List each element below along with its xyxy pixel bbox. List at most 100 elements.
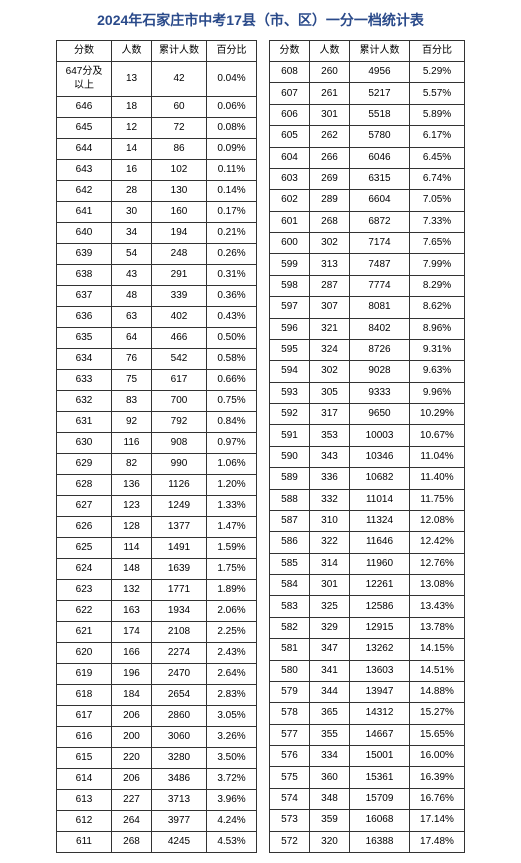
cell: 604	[270, 147, 310, 168]
cell: 7174	[350, 233, 410, 254]
cell: 576	[270, 746, 310, 767]
table-row: 632837000.75%	[57, 391, 257, 412]
cell: 607	[270, 83, 310, 104]
cell: 645	[57, 118, 112, 139]
cell: 15001	[350, 746, 410, 767]
cell: 200	[112, 727, 152, 748]
cell: 13.78%	[410, 617, 465, 638]
table-row: 61720628603.05%	[57, 706, 257, 727]
cell: 1639	[152, 559, 207, 580]
table-row: 60126868727.33%	[270, 211, 465, 232]
cell: 14.15%	[410, 639, 465, 660]
cell: 163	[112, 601, 152, 622]
table-row: 59330593339.96%	[270, 382, 465, 403]
cell: 2274	[152, 643, 207, 664]
table-row: 634765420.58%	[57, 349, 257, 370]
table-row: 59931374877.99%	[270, 254, 465, 275]
cell: 572	[270, 831, 310, 853]
cell: 9.96%	[410, 382, 465, 403]
cell: 12	[112, 118, 152, 139]
cell: 289	[310, 190, 350, 211]
cell: 594	[270, 361, 310, 382]
cell: 0.26%	[207, 244, 257, 265]
cell: 7.33%	[410, 211, 465, 232]
cell: 6.17%	[410, 126, 465, 147]
cell: 577	[270, 724, 310, 745]
cell: 116	[112, 433, 152, 454]
cell: 638	[57, 265, 112, 286]
cell: 0.17%	[207, 202, 257, 223]
cell: 16068	[350, 810, 410, 831]
cell: 908	[152, 433, 207, 454]
cell: 598	[270, 275, 310, 296]
table-row: 59730780818.62%	[270, 297, 465, 318]
cell: 136	[112, 475, 152, 496]
cell: 10.29%	[410, 404, 465, 425]
table-row: 59532487269.31%	[270, 339, 465, 360]
cell: 310	[310, 510, 350, 531]
cell: 606	[270, 104, 310, 125]
cell: 10682	[350, 468, 410, 489]
cell: 0.09%	[207, 139, 257, 160]
table-row: 60526257806.17%	[270, 126, 465, 147]
cell: 3713	[152, 790, 207, 811]
table-row: 62612813771.47%	[57, 517, 257, 538]
table-row: 60228966047.05%	[270, 190, 465, 211]
cell: 574	[270, 788, 310, 809]
table-row: 61620030603.26%	[57, 727, 257, 748]
cell: 0.75%	[207, 391, 257, 412]
cell: 17.48%	[410, 831, 465, 853]
cell: 466	[152, 328, 207, 349]
cell: 4.24%	[207, 811, 257, 832]
cell: 8402	[350, 318, 410, 339]
cell: 601	[270, 211, 310, 232]
cell: 123	[112, 496, 152, 517]
table-row: 5883321101411.75%	[270, 489, 465, 510]
table-row: 5903431034611.04%	[270, 446, 465, 467]
cell: 14.51%	[410, 660, 465, 681]
header-count: 人数	[112, 41, 152, 62]
cell: 621	[57, 622, 112, 643]
cell: 617	[57, 706, 112, 727]
table-row: 60726152175.57%	[270, 83, 465, 104]
table-row: 5753601536116.39%	[270, 767, 465, 788]
cell: 643	[57, 160, 112, 181]
cell: 307	[310, 297, 350, 318]
cell: 586	[270, 532, 310, 553]
cell: 592	[270, 404, 310, 425]
table-row: 5873101132412.08%	[270, 510, 465, 531]
cell: 608	[270, 62, 310, 83]
cell: 613	[57, 790, 112, 811]
cell: 64	[112, 328, 152, 349]
cell: 12261	[350, 575, 410, 596]
cell: 343	[310, 446, 350, 467]
cell: 11.04%	[410, 446, 465, 467]
cell: 596	[270, 318, 310, 339]
cell: 6.74%	[410, 168, 465, 189]
cell: 75	[112, 370, 152, 391]
cell: 1126	[152, 475, 207, 496]
table-row: 592317965010.29%	[270, 404, 465, 425]
cell: 628	[57, 475, 112, 496]
cell: 261	[310, 83, 350, 104]
cell: 2.83%	[207, 685, 257, 706]
cell: 264	[112, 811, 152, 832]
cell: 642	[57, 181, 112, 202]
cell: 605	[270, 126, 310, 147]
cell: 76	[112, 349, 152, 370]
cell: 1.06%	[207, 454, 257, 475]
cell: 580	[270, 660, 310, 681]
cell: 336	[310, 468, 350, 489]
table-row: 5893361068211.40%	[270, 468, 465, 489]
cell: 1377	[152, 517, 207, 538]
cell: 9.63%	[410, 361, 465, 382]
cell: 3.96%	[207, 790, 257, 811]
header-score: 分数	[270, 41, 310, 62]
cell: 611	[57, 832, 112, 853]
cell: 623	[57, 580, 112, 601]
table-row: 5803411360314.51%	[270, 660, 465, 681]
cell: 0.21%	[207, 223, 257, 244]
cell: 647分及以上	[57, 62, 112, 97]
cell: 260	[310, 62, 350, 83]
cell: 581	[270, 639, 310, 660]
